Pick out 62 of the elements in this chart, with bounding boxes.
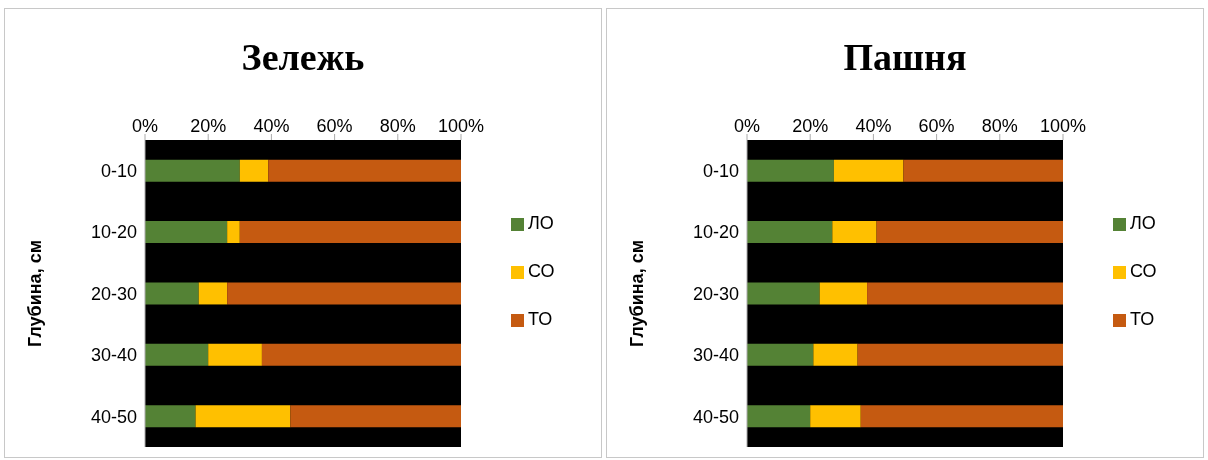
bar bbox=[227, 221, 240, 244]
bar bbox=[145, 159, 240, 182]
bar bbox=[876, 221, 1063, 244]
x-tick-label: 60% bbox=[918, 116, 955, 136]
bar bbox=[239, 221, 461, 244]
bar bbox=[145, 282, 199, 305]
x-tick-label: 0% bbox=[733, 116, 761, 136]
x-tick-label: 20% bbox=[190, 116, 227, 136]
y-tick-label: 0-10 bbox=[100, 161, 137, 182]
x-tick-label: 40% bbox=[855, 116, 892, 136]
bar bbox=[819, 282, 868, 305]
y-axis-title: Глубина, см bbox=[627, 240, 648, 347]
y-tick-label: 10-20 bbox=[692, 222, 739, 243]
bar bbox=[227, 282, 461, 305]
bar bbox=[832, 221, 877, 244]
chart-title: Зележь bbox=[240, 35, 366, 80]
bar bbox=[145, 343, 209, 366]
legend-label: ТО bbox=[528, 309, 553, 329]
bar bbox=[195, 405, 291, 428]
y-axis-title: Глубина, см bbox=[25, 240, 46, 347]
legend-label: ЛО bbox=[1130, 213, 1156, 233]
bar bbox=[208, 343, 262, 366]
bar bbox=[857, 343, 1063, 366]
legend-label: ЛО bbox=[528, 213, 554, 233]
legend-label: СО bbox=[1130, 261, 1157, 281]
x-tick-label: 100% bbox=[437, 116, 485, 136]
bar bbox=[747, 221, 833, 244]
bar bbox=[813, 343, 858, 366]
bar bbox=[747, 343, 814, 366]
bar bbox=[747, 159, 834, 182]
y-tick-label: 20-30 bbox=[90, 283, 137, 304]
x-tick-label: 20% bbox=[792, 116, 829, 136]
x-tick-label: 60% bbox=[316, 116, 353, 136]
bar bbox=[268, 159, 461, 182]
x-tick-label: 100% bbox=[1039, 116, 1087, 136]
bar bbox=[747, 282, 820, 305]
bar bbox=[239, 159, 269, 182]
bar bbox=[145, 221, 228, 244]
y-tick-label: 0-10 bbox=[702, 161, 739, 182]
bar bbox=[860, 405, 1063, 428]
y-tick-label: 10-20 bbox=[90, 222, 137, 243]
y-tick-label: 40-50 bbox=[692, 406, 739, 427]
x-tick-label: 80% bbox=[981, 116, 1018, 136]
bar bbox=[261, 343, 461, 366]
y-tick-label: 30-40 bbox=[692, 345, 739, 366]
y-tick-label: 30-40 bbox=[90, 345, 137, 366]
bar bbox=[903, 159, 1063, 182]
bar bbox=[747, 405, 811, 428]
x-tick-label: 0% bbox=[131, 116, 159, 136]
x-tick-label: 40% bbox=[253, 116, 290, 136]
x-tick-label: 80% bbox=[379, 116, 416, 136]
y-tick-label: 20-30 bbox=[692, 283, 739, 304]
bar bbox=[290, 405, 461, 428]
bar bbox=[198, 282, 228, 305]
bar bbox=[810, 405, 861, 428]
y-tick-label: 40-50 bbox=[90, 406, 137, 427]
bar bbox=[145, 405, 196, 428]
bar bbox=[833, 159, 904, 182]
legend-label: ТО bbox=[1130, 309, 1155, 329]
chart-title: Пашня bbox=[842, 35, 968, 80]
bar bbox=[867, 282, 1063, 305]
legend-label: СО bbox=[528, 261, 555, 281]
